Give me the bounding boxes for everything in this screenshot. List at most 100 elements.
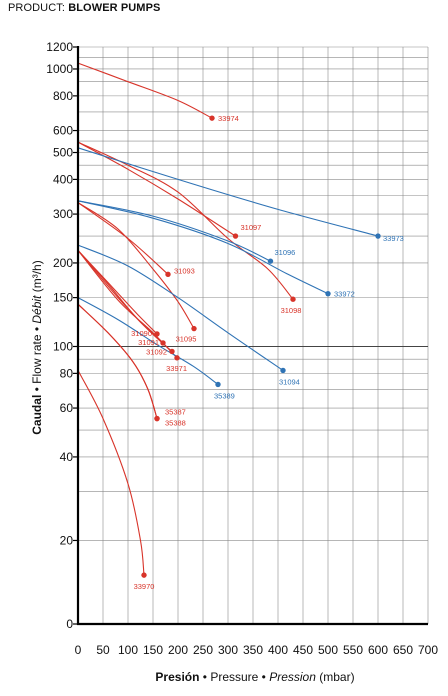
endpoint-31094 bbox=[280, 367, 286, 374]
y-tick-label: 150 bbox=[53, 291, 73, 305]
curve-label-31092: 31092 bbox=[146, 347, 167, 356]
curve-31095 bbox=[77, 202, 195, 329]
endpoint-33974 bbox=[209, 115, 215, 121]
axis-title-part: Pression bbox=[269, 670, 316, 684]
curve-31096 bbox=[77, 200, 271, 262]
endpoint-35388 bbox=[154, 415, 160, 422]
endpoint-33970 bbox=[141, 572, 147, 578]
x-tick-label: 200 bbox=[168, 643, 188, 657]
endpoint-31098 bbox=[290, 296, 296, 302]
axis-title-part: Débit bbox=[30, 295, 44, 324]
axis-title-part: Caudal bbox=[30, 395, 44, 435]
x-tick-label: 100 bbox=[118, 643, 138, 657]
endpoint-31097 bbox=[232, 233, 239, 239]
y-tick-label: 1200 bbox=[46, 40, 73, 54]
pump-curves bbox=[77, 62, 379, 576]
axis-title-part: (mbar) bbox=[316, 670, 355, 684]
x-tick-label: 250 bbox=[193, 643, 213, 657]
curve-label-35387: 35387 bbox=[165, 408, 186, 417]
y-tick-label: 400 bbox=[53, 172, 73, 186]
x-tick-label: 500 bbox=[318, 643, 338, 657]
axes bbox=[73, 46, 428, 626]
x-axis-title: Presión • Pressure • Pression (mbar) bbox=[155, 670, 354, 684]
endpoint-31092 bbox=[169, 348, 175, 355]
y-tick-label: 800 bbox=[53, 89, 73, 103]
y-tick-label: 200 bbox=[53, 256, 73, 270]
y-tick-label: 100 bbox=[53, 339, 73, 353]
x-tick-label: 550 bbox=[343, 643, 363, 657]
curve-33971 bbox=[77, 250, 178, 359]
curve-label-31097: 31097 bbox=[241, 223, 262, 232]
x-tick-label: 300 bbox=[218, 643, 238, 657]
x-tick-label: 0 bbox=[75, 643, 82, 657]
y-tick-label: 300 bbox=[53, 207, 73, 221]
curve-33972 bbox=[77, 200, 329, 295]
endpoint-33972 bbox=[325, 290, 331, 297]
x-tick-label: 400 bbox=[268, 643, 288, 657]
y-tick-label: 60 bbox=[60, 401, 74, 415]
endpoint-31090 bbox=[154, 331, 160, 337]
curve-31097 bbox=[77, 141, 236, 237]
curve-label-31095: 31095 bbox=[176, 335, 197, 344]
endpoint-33973 bbox=[375, 233, 381, 239]
y-axis-title: Caudal • Flow rate • Débit (m³/h) bbox=[30, 260, 44, 434]
curve-label-35389: 35389 bbox=[214, 391, 235, 400]
endpoint-33971 bbox=[174, 355, 180, 361]
curve-label-31098: 31098 bbox=[281, 306, 302, 315]
curve-35388 bbox=[77, 303, 158, 419]
endpoint-31096 bbox=[267, 258, 274, 264]
x-tick-label: 350 bbox=[243, 643, 263, 657]
x-tick-label: 650 bbox=[393, 643, 413, 657]
y-tick-label: 1000 bbox=[46, 62, 73, 76]
endpoint-35389 bbox=[215, 381, 221, 388]
curve-label-31090: 31090 bbox=[131, 329, 152, 338]
endpoint-31093 bbox=[165, 271, 171, 278]
axis-title-part: Presión bbox=[155, 670, 199, 684]
curve-label-35388: 35388 bbox=[165, 419, 186, 428]
curve-label-33974: 33974 bbox=[218, 114, 239, 123]
grid bbox=[78, 46, 429, 624]
x-tick-label: 700 bbox=[418, 643, 438, 657]
tick-labels: 2040608010015020030040050060080010001200… bbox=[46, 40, 438, 657]
axis-title-part: • bbox=[258, 670, 269, 684]
curve-label-31096: 31096 bbox=[275, 248, 296, 257]
axis-title-part: • bbox=[199, 670, 210, 684]
curve-label-31091: 31091 bbox=[138, 338, 159, 347]
curve-33974 bbox=[77, 62, 213, 119]
y-tick-label: 40 bbox=[60, 450, 74, 464]
curve-label-33970: 33970 bbox=[134, 582, 155, 591]
curve-label-31094: 31094 bbox=[279, 377, 300, 386]
y-tick-label: 20 bbox=[60, 533, 74, 547]
curve-35389 bbox=[77, 297, 219, 385]
axis-title-part: Flow rate bbox=[30, 334, 44, 384]
curve-label-33972: 33972 bbox=[334, 290, 355, 299]
endpoint-31095 bbox=[191, 325, 197, 332]
y-tick-label: 500 bbox=[53, 146, 73, 160]
x-tick-label: 150 bbox=[143, 643, 163, 657]
curve-31094 bbox=[77, 244, 284, 371]
curve-labels: 33974 31097 31096 33973 33972 31098 31093 31095… bbox=[131, 114, 404, 591]
axis-title-part: • bbox=[30, 324, 44, 335]
curve-label-33971: 33971 bbox=[166, 364, 187, 373]
page-header: PRODUCT: BLOWER PUMPS bbox=[8, 2, 160, 14]
y-tick-label: 0 bbox=[66, 617, 73, 631]
y-tick-label: 80 bbox=[60, 366, 74, 380]
curve-31098 bbox=[77, 141, 294, 300]
endpoint-31091 bbox=[160, 340, 166, 346]
x-tick-label: 450 bbox=[293, 643, 313, 657]
curve-33973 bbox=[77, 147, 379, 237]
axis-title-part: (m³/h) bbox=[30, 260, 44, 295]
product-name: BLOWER PUMPS bbox=[68, 2, 161, 14]
y-tick-label: 600 bbox=[53, 124, 73, 138]
axis-title-part: • bbox=[30, 384, 44, 395]
curve-label-33973: 33973 bbox=[383, 234, 404, 243]
curve-label-31093: 31093 bbox=[174, 266, 195, 275]
axis-title-part: Pressure bbox=[210, 670, 258, 684]
curve-endpoints bbox=[141, 115, 381, 578]
x-tick-label: 600 bbox=[368, 643, 388, 657]
curve-33970 bbox=[77, 370, 145, 576]
product-label: PRODUCT: bbox=[8, 2, 66, 14]
x-tick-label: 50 bbox=[96, 643, 110, 657]
curve-35387 bbox=[77, 303, 158, 419]
